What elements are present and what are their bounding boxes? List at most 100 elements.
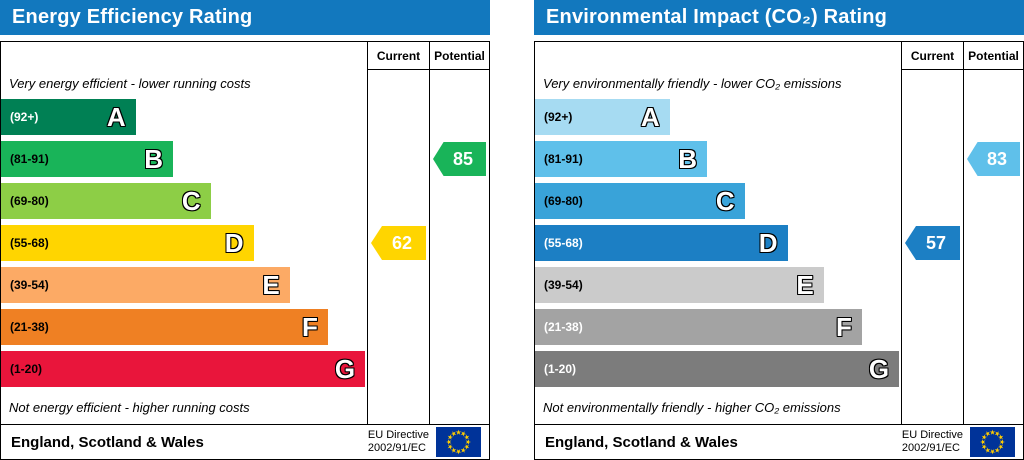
band-range-label: (81-91) xyxy=(544,152,583,166)
band-row: (21-38) F xyxy=(1,306,367,348)
column-header-spacer xyxy=(535,42,901,70)
band-e: (39-54) E xyxy=(535,267,824,303)
current-column-header: Current xyxy=(367,42,429,70)
band-row: (81-91) B xyxy=(535,138,901,180)
band-row: (55-68) D xyxy=(1,222,367,264)
band-range-label: (1-20) xyxy=(544,362,577,376)
chart-title-bar: Environmental Impact (CO₂) Rating xyxy=(534,0,1024,35)
potential-rating-pointer: 85 xyxy=(433,142,486,176)
band-range-label: (21-38) xyxy=(10,320,49,334)
band-c: (69-80) C xyxy=(535,183,745,219)
band-e: (39-54) E xyxy=(1,267,290,303)
band-row: (1-20) G xyxy=(1,348,367,390)
caption-top: Very environmentally friendly - lower CO… xyxy=(543,75,842,91)
chart-title-bar: Energy Efficiency Rating xyxy=(0,0,490,35)
band-row: (21-38) F xyxy=(535,306,901,348)
band-letter: D xyxy=(758,228,778,258)
region-label: England, Scotland & Wales xyxy=(11,433,204,451)
band-a: (92+) A xyxy=(1,99,136,135)
band-letter: A xyxy=(640,102,660,132)
band-range-label: (39-54) xyxy=(544,278,583,292)
band-b: (81-91) B xyxy=(1,141,174,177)
column-header-row: Current Potential xyxy=(1,42,489,70)
potential-rating-pointer: 83 xyxy=(967,142,1020,176)
potential-column-header: Potential xyxy=(429,42,489,70)
chart-title: Energy Efficiency Rating xyxy=(12,6,253,28)
band-range-label: (69-80) xyxy=(544,194,583,208)
band-f: (21-38) F xyxy=(1,309,328,345)
band-d: (55-68) D xyxy=(1,225,254,261)
band-row: (39-54) E xyxy=(535,264,901,306)
band-row: (69-80) C xyxy=(1,180,367,222)
chart-footer: England, Scotland & Wales EU Directive 2… xyxy=(535,424,1023,459)
current-rating-pointer: 62 xyxy=(371,226,426,260)
bands-area: Very energy efficient - lower running co… xyxy=(1,70,367,424)
band-letter: F xyxy=(835,312,852,342)
chart-footer: England, Scotland & Wales EU Directive 2… xyxy=(1,424,489,459)
environmental-impact-chart: Environmental Impact (CO₂) Rating Curren… xyxy=(534,0,1024,460)
eu-directive-line1: EU Directive xyxy=(367,429,429,442)
current-rating-value: 57 xyxy=(925,232,947,253)
band-range-label: (92+) xyxy=(10,110,39,124)
band-letter: E xyxy=(796,270,814,300)
band-row: (55-68) D xyxy=(535,222,901,264)
current-rating-value: 62 xyxy=(391,232,413,253)
eu-directive-text: EU Directive 2002/91/EC xyxy=(902,429,963,454)
band-letter: C xyxy=(715,186,735,216)
chart-body: Very environmentally friendly - lower CO… xyxy=(535,70,1023,424)
potential-column: 85 xyxy=(429,70,489,424)
band-g: (1-20) G xyxy=(535,351,900,387)
eu-directive-text: EU Directive 2002/91/EC xyxy=(368,429,429,454)
band-row: (1-20) G xyxy=(535,348,901,390)
band-a: (92+) A xyxy=(535,99,670,135)
eu-flag-icon xyxy=(436,427,481,457)
band-g: (1-20) G xyxy=(1,351,366,387)
band-letter: G xyxy=(868,354,890,384)
eu-directive-line2: 2002/91/EC xyxy=(901,442,960,454)
band-d: (55-68) D xyxy=(535,225,788,261)
current-column: 62 xyxy=(367,70,429,424)
potential-column: 83 xyxy=(963,70,1023,424)
bands-area: Very environmentally friendly - lower CO… xyxy=(535,70,901,424)
region-label: England, Scotland & Wales xyxy=(545,433,738,451)
current-column: 57 xyxy=(901,70,963,424)
band-range-label: (39-54) xyxy=(10,278,49,292)
potential-rating-value: 85 xyxy=(452,148,474,169)
band-letter: B xyxy=(678,144,698,174)
chart-table: Current Potential Very energy efficient … xyxy=(0,41,490,460)
eu-flag-icon xyxy=(970,427,1015,457)
band-range-label: (92+) xyxy=(544,110,573,124)
band-letter: D xyxy=(224,228,244,258)
band-letter: A xyxy=(106,102,126,132)
band-row: (69-80) C xyxy=(535,180,901,222)
band-range-label: (1-20) xyxy=(10,362,43,376)
band-range-label: (21-38) xyxy=(544,320,583,334)
band-c: (69-80) C xyxy=(1,183,211,219)
band-letter: E xyxy=(262,270,280,300)
band-letter: B xyxy=(144,144,164,174)
band-row: (39-54) E xyxy=(1,264,367,306)
band-range-label: (69-80) xyxy=(10,194,49,208)
eu-directive-line2: 2002/91/EC xyxy=(367,442,426,454)
column-header-spacer xyxy=(1,42,367,70)
caption-top: Very energy efficient - lower running co… xyxy=(9,75,251,91)
current-rating-pointer: 57 xyxy=(905,226,960,260)
band-row: (92+) A xyxy=(535,96,901,138)
band-row: (92+) A xyxy=(1,96,367,138)
band-letter: F xyxy=(301,312,318,342)
band-range-label: (81-91) xyxy=(10,152,49,166)
potential-rating-value: 83 xyxy=(986,148,1008,169)
current-column-header: Current xyxy=(901,42,963,70)
column-header-row: Current Potential xyxy=(535,42,1023,70)
potential-column-header: Potential xyxy=(963,42,1023,70)
caption-bottom: Not environmentally friendly - higher CO… xyxy=(543,399,841,415)
band-letter: C xyxy=(181,186,201,216)
caption-bottom: Not energy efficient - higher running co… xyxy=(9,399,250,415)
band-letter: G xyxy=(334,354,356,384)
band-b: (81-91) B xyxy=(535,141,708,177)
band-f: (21-38) F xyxy=(535,309,862,345)
band-range-label: (55-68) xyxy=(10,236,49,250)
chart-title: Environmental Impact (CO₂) Rating xyxy=(546,6,888,28)
chart-body: Very energy efficient - lower running co… xyxy=(1,70,489,424)
band-row: (81-91) B xyxy=(1,138,367,180)
